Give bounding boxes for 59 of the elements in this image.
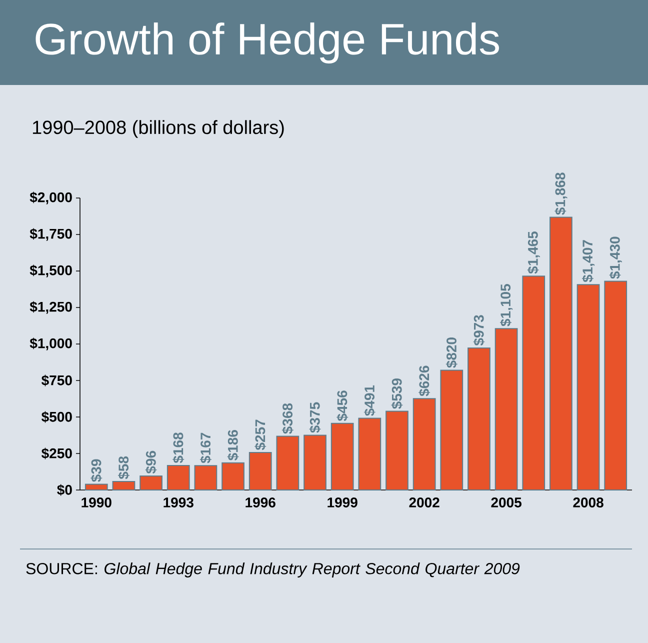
- data-label: $626: [418, 366, 430, 396]
- data-label: $973: [473, 315, 485, 346]
- data-label: $186: [227, 430, 239, 460]
- y-tick-label: $1,000: [30, 338, 72, 350]
- y-tick-label: $1,500: [30, 264, 72, 278]
- bar: [468, 347, 490, 490]
- bar: [550, 216, 572, 490]
- y-tick-label: $1,750: [30, 228, 72, 241]
- x-tick-label: 2002: [409, 498, 440, 508]
- bar: [140, 475, 162, 490]
- bar: [112, 481, 136, 490]
- data-label: $1,430: [609, 236, 622, 279]
- bar: [576, 284, 600, 490]
- data-label: $1,407: [582, 240, 595, 282]
- bar: [84, 484, 108, 490]
- x-tick-label: 1996: [246, 498, 276, 508]
- bar: [194, 465, 218, 490]
- x-tick-label: 1999: [328, 498, 358, 508]
- data-label: $368: [282, 403, 294, 434]
- data-label: $491: [364, 385, 376, 416]
- bar: [494, 328, 518, 490]
- data-label: $1,105: [500, 284, 513, 326]
- bar: [386, 410, 408, 490]
- y-tick-label: $0: [57, 484, 72, 496]
- chart-title: Growth of Hedge Funds: [36, 22, 499, 64]
- bar: [604, 280, 628, 490]
- data-label: $257: [254, 420, 266, 450]
- data-label: $39: [90, 459, 102, 482]
- data-label: $167: [200, 432, 212, 464]
- chart-subtitle: 1990–2008 (billions of dollars): [32, 120, 284, 138]
- y-tick-label: $2,000: [30, 192, 72, 204]
- data-label: $1,868: [554, 172, 568, 215]
- y-tick-label: $1,250: [30, 301, 72, 314]
- data-label: $456: [336, 390, 348, 422]
- bar: [330, 422, 354, 490]
- data-label: $375: [309, 402, 321, 433]
- bar: [222, 462, 244, 490]
- bar: [248, 452, 272, 490]
- data-label: $539: [391, 378, 403, 409]
- y-tick-label: $250: [42, 448, 72, 460]
- data-label: $820: [446, 338, 458, 368]
- y-tick-label: $500: [42, 411, 72, 423]
- bar: [412, 398, 436, 490]
- x-tick-label: 2005: [491, 498, 522, 508]
- data-label: $1,465: [527, 231, 540, 274]
- bar: [304, 434, 326, 490]
- x-tick-label: 1990: [82, 498, 112, 508]
- bar: [522, 276, 546, 490]
- x-tick-label: 1993: [164, 498, 194, 508]
- bar: [358, 418, 382, 490]
- bar: [276, 436, 300, 490]
- data-label: $58: [118, 456, 130, 480]
- x-tick-label: 2008: [573, 498, 604, 508]
- source-note: SOURCE: Global Hedge Fund Industry Report Second Quarter 2009: [26, 562, 520, 578]
- y-tick-label: $750: [42, 374, 72, 386]
- bar: [440, 370, 464, 490]
- bar: [166, 464, 190, 490]
- data-label: $96: [145, 450, 157, 474]
- data-label: $168: [172, 432, 184, 464]
